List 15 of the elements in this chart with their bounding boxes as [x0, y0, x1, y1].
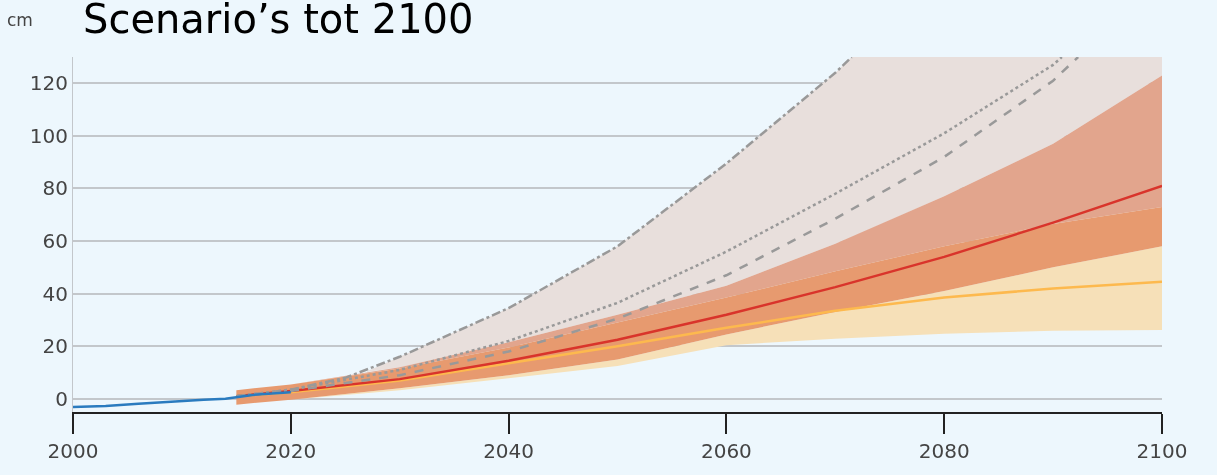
- x-tick-label: 2060: [700, 438, 752, 463]
- y-tick-label: 40: [42, 281, 68, 306]
- y-tick-label: 120: [29, 71, 68, 96]
- x-tick-label: 2080: [918, 438, 970, 463]
- y-tick-label: 0: [55, 386, 68, 411]
- y-tick-label: 60: [42, 229, 68, 254]
- y-tick-label: 80: [42, 176, 68, 201]
- x-tick-label: 2000: [47, 438, 99, 463]
- chart-title: Scenario’s tot 2100: [83, 0, 474, 42]
- x-tick-label: 2040: [483, 438, 535, 463]
- y-tick-label: 20: [42, 334, 68, 359]
- x-tick-label: 2020: [265, 438, 317, 463]
- y-axis-title: cm: [7, 10, 33, 30]
- y-tick-label: 100: [29, 123, 68, 148]
- x-tick-label: 2100: [1136, 438, 1188, 463]
